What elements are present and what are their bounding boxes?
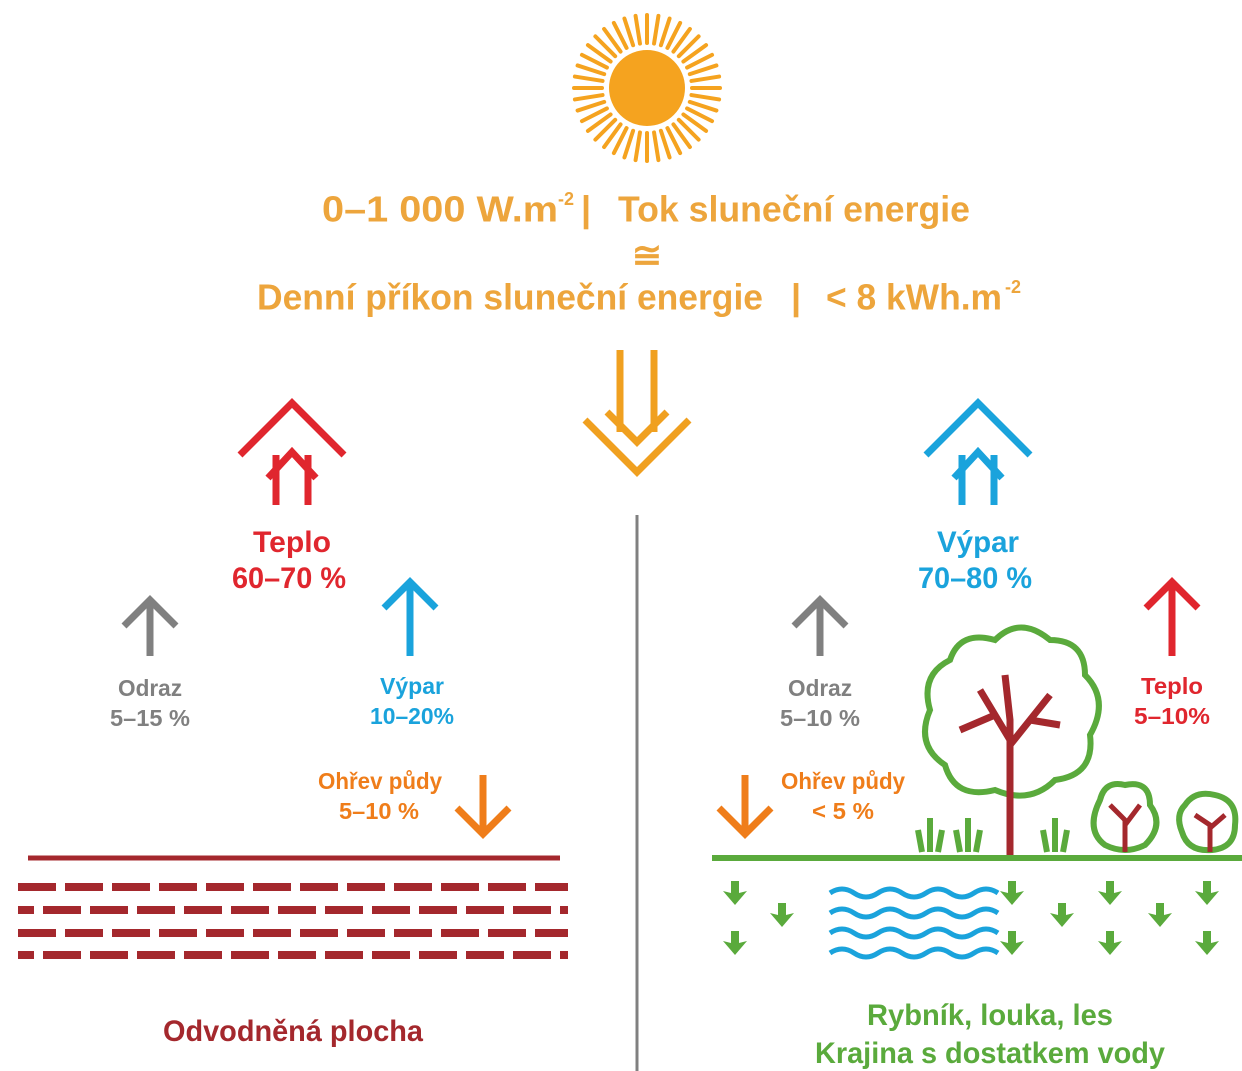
plant bbox=[1098, 881, 1122, 905]
decoration bbox=[18, 15, 1242, 1071]
grass bbox=[1043, 818, 1067, 852]
sun-ray bbox=[691, 95, 719, 99]
flow-value: 5–10 % bbox=[339, 798, 419, 824]
sun-ray bbox=[636, 132, 640, 160]
plant bbox=[770, 903, 794, 927]
plant bbox=[1098, 931, 1122, 955]
sun-ray bbox=[636, 16, 640, 44]
sun-ray bbox=[624, 131, 633, 158]
flow-label: Teplo bbox=[253, 526, 331, 559]
sun-ray bbox=[690, 102, 717, 111]
right-title: Rybník, louka, les bbox=[867, 999, 1113, 1032]
plant bbox=[723, 881, 747, 905]
texts: 0–1 000 W.m -2 | Tok sluneční energie ≅ … bbox=[110, 189, 1210, 1070]
flux-value: 0–1 000 W.m bbox=[322, 189, 558, 230]
flow-label: Ohřev půdy bbox=[781, 768, 905, 794]
page: 0–1 000 W.m -2 | Tok sluneční energie ≅ … bbox=[0, 0, 1242, 1071]
sun-ray bbox=[575, 95, 603, 99]
water-wave bbox=[830, 889, 998, 897]
sun-ray bbox=[690, 65, 717, 74]
separator: | bbox=[581, 189, 591, 231]
flow-value: 70–80 % bbox=[918, 562, 1032, 595]
diagram: 0–1 000 W.m -2 | Tok sluneční energie ≅ … bbox=[0, 0, 1242, 1071]
heat-arrow bbox=[1146, 582, 1198, 656]
tree-canopy bbox=[925, 628, 1235, 851]
flux-label: Tok sluneční energie bbox=[618, 189, 970, 230]
evap-arrow bbox=[926, 403, 1030, 505]
separator: | bbox=[791, 277, 801, 319]
grass bbox=[956, 818, 980, 852]
water-wave bbox=[830, 949, 998, 957]
sun-ray bbox=[578, 65, 605, 74]
sun-ray bbox=[661, 131, 670, 158]
reflect-arrow bbox=[794, 600, 846, 656]
right-subtitle: Krajina s dostatkem vody bbox=[815, 1037, 1165, 1070]
flow-value: 5–10 % bbox=[780, 705, 860, 731]
sun-ray bbox=[661, 19, 670, 46]
plant bbox=[1195, 881, 1219, 905]
flow-label: Odraz bbox=[788, 675, 852, 701]
reflect-arrow bbox=[124, 600, 176, 656]
plant bbox=[723, 931, 747, 955]
sun-ray bbox=[624, 19, 633, 46]
plant bbox=[1000, 931, 1024, 955]
plant bbox=[1000, 881, 1024, 905]
flow-label: Ohřev půdy bbox=[318, 768, 442, 794]
sun-ray bbox=[654, 132, 658, 160]
left-title: Odvodněná plocha bbox=[163, 1015, 423, 1048]
flow-label: Výpar bbox=[380, 673, 444, 699]
plant bbox=[1148, 903, 1172, 927]
water-wave bbox=[830, 929, 998, 937]
sun-arrow bbox=[585, 350, 689, 472]
sun-ray bbox=[575, 77, 603, 81]
daily-unit-exponent: -2 bbox=[1005, 277, 1021, 297]
soil-arrow bbox=[457, 775, 509, 834]
heat-arrow bbox=[240, 403, 344, 505]
flow-label: Teplo bbox=[1141, 673, 1203, 699]
flow-label: Odraz bbox=[118, 675, 182, 701]
sun-ray bbox=[578, 102, 605, 111]
water-wave bbox=[830, 909, 998, 917]
flow-value: 5–15 % bbox=[110, 705, 190, 731]
grass bbox=[918, 818, 942, 852]
flow-value: < 5 % bbox=[812, 798, 874, 824]
flow-value: 10–20% bbox=[370, 703, 454, 729]
plant bbox=[1195, 931, 1219, 955]
daily-label: Denní příkon sluneční energie bbox=[257, 277, 763, 318]
flow-value: 5–10% bbox=[1134, 703, 1210, 729]
approx-sign: ≅ bbox=[632, 235, 662, 276]
sun-ray bbox=[654, 16, 658, 44]
sun-ray bbox=[691, 77, 719, 81]
evap-arrow bbox=[384, 582, 436, 656]
flux-unit-exponent: -2 bbox=[558, 189, 574, 209]
flow-label: Výpar bbox=[937, 526, 1019, 559]
plant bbox=[1050, 903, 1074, 927]
soil-arrow bbox=[719, 775, 771, 834]
sun bbox=[609, 50, 685, 126]
daily-value: < 8 kWh.m bbox=[826, 277, 1002, 318]
flow-value: 60–70 % bbox=[232, 562, 346, 595]
